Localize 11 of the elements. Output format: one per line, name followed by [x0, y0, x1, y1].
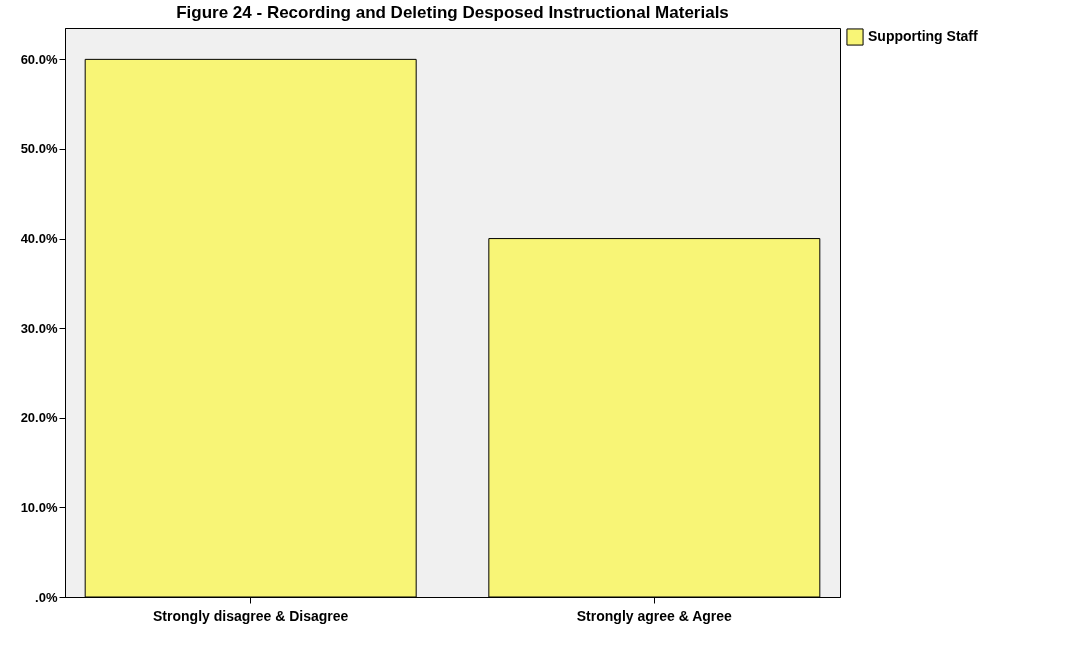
y-tick-label: 20.0% [20, 410, 58, 426]
chart-title: Figure 24 - Recording and Deleting Desposed Instructional Materials [176, 3, 729, 22]
legend-label: Supporting Staff [868, 28, 978, 44]
x-tick-label: Strongly agree & Agree [576, 607, 733, 624]
y-tick-label: 10.0% [20, 499, 58, 515]
y-tick-label: 30.0% [20, 320, 58, 336]
y-tick-label: 50.0% [20, 141, 58, 157]
y-tick-label: 60.0% [20, 51, 58, 67]
x-tick-label: Strongly disagree & Disagree [153, 607, 349, 624]
y-tick-label: 40.0% [20, 231, 58, 247]
y-tick-label: .0% [35, 589, 58, 605]
